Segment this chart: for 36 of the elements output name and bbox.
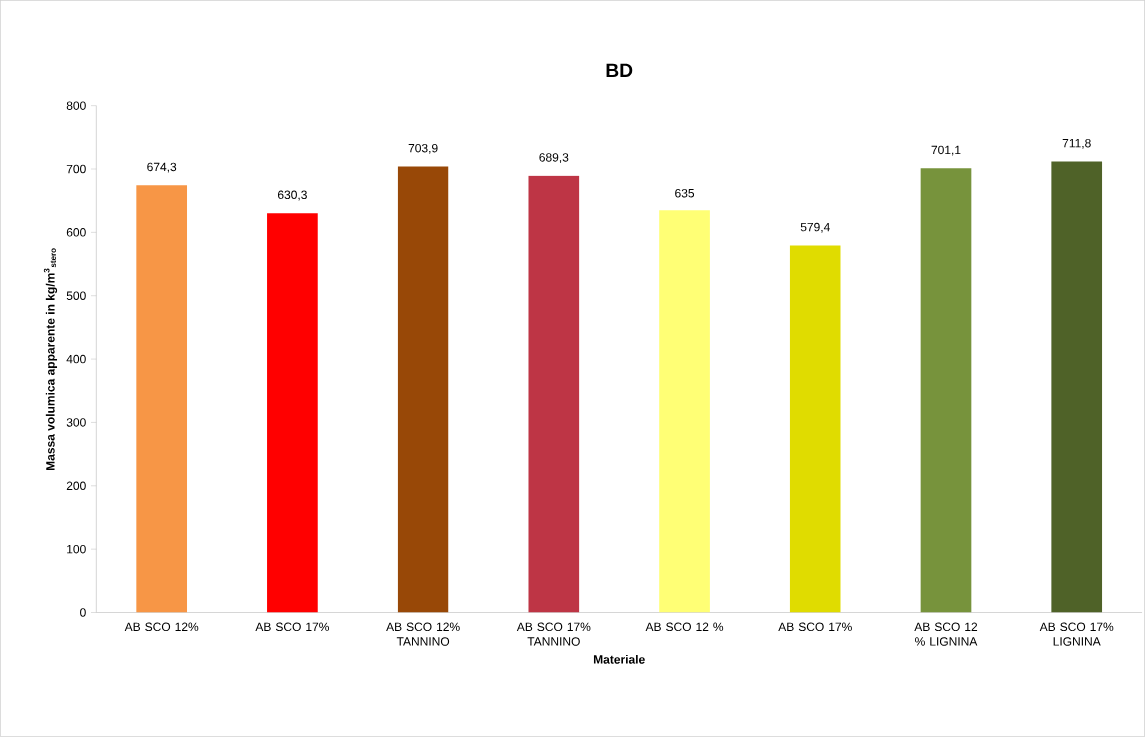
x-tick-label: AB SCO 12 % <box>645 622 724 632</box>
bar <box>920 168 972 613</box>
bar <box>136 185 188 613</box>
y-tick-label: 0 <box>80 608 86 617</box>
bar <box>1051 161 1103 613</box>
data-label: 703,9 <box>408 143 438 154</box>
y-tick-label: 300 <box>66 418 86 427</box>
y-tick-label: 800 <box>66 101 86 110</box>
x-tick-label: AB SCO 17% TANNINO <box>516 622 591 646</box>
x-tick-label: AB SCO 17% LIGNINA <box>1039 622 1114 646</box>
y-tick-label: 100 <box>67 544 86 554</box>
bar <box>528 175 580 613</box>
x-tick-label: AB SCO 17% <box>778 622 852 632</box>
x-axis-title: Materiale <box>593 654 645 664</box>
y-tick-label: 200 <box>66 481 86 491</box>
data-label: 630,3 <box>277 190 307 201</box>
bar <box>267 213 318 613</box>
x-tick-label: AB SCO 12 % LIGNINA <box>914 622 978 646</box>
y-axis-title: Massa volumica apparente in kg/m$^{3}$stero <box>43 248 58 471</box>
bar <box>397 166 449 613</box>
data-label: 701,1 <box>931 145 961 156</box>
x-tick-label: AB SCO 12% TANNINO <box>386 622 460 646</box>
x-tick-label: AB SCO 17% <box>255 622 329 632</box>
bar <box>789 245 841 613</box>
y-tick-label: 700 <box>66 164 86 174</box>
data-label: 635 <box>675 189 695 198</box>
x-tick-label: AB SCO 12% <box>124 622 199 632</box>
bar <box>659 210 710 613</box>
y-tick-label: 500 <box>66 291 86 301</box>
chart-title: BD <box>606 63 633 77</box>
data-label: 711,8 <box>1062 138 1091 149</box>
data-label: 674,3 <box>147 162 177 173</box>
data-label: 689,3 <box>539 153 569 164</box>
y-tick-label: 400 <box>66 354 86 364</box>
y-tick-label: 600 <box>66 228 86 237</box>
data-label: 579,4 <box>800 222 830 233</box>
